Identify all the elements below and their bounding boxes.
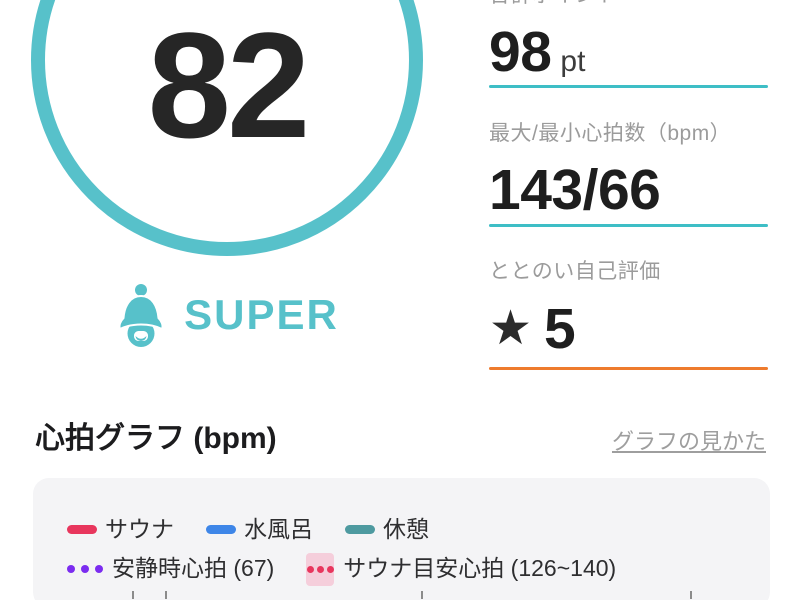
points-number: 98 [489, 20, 552, 84]
chart-tick [421, 591, 423, 599]
self-rating-number: 5 [544, 297, 576, 361]
minmax-heart-rate-label: 最大/最小心拍数（bpm） [489, 122, 732, 145]
legend-row-phases: サウナ 水風呂 休憩 [67, 478, 770, 544]
self-rating-value-row: ★ 5 [489, 297, 576, 361]
divider-teal-points [489, 85, 768, 88]
legend-item-target-hr: サウナ目安心拍 (126~140) [306, 552, 617, 586]
heart-rate-graph-panel: サウナ 水風呂 休憩 安静時心拍 (67) サウナ目安心拍 (126~140) [33, 478, 770, 600]
legend-label-rest: 休憩 [383, 516, 429, 542]
minmax-heart-rate-value: 143/66 [489, 158, 661, 222]
sauna-line-swatch [67, 525, 97, 535]
score-value: 82 [147, 1, 311, 169]
points-value-row: 98 pt [489, 21, 585, 84]
chart-tick [165, 591, 167, 599]
resting-hr-dots-icon [67, 565, 103, 574]
star-icon: ★ [489, 302, 533, 356]
legend-item-resting-hr: 安静時心拍 (67) [67, 555, 274, 583]
heart-rate-graph-title: 心拍グラフ (bpm) [35, 422, 277, 455]
legend-label-resting-hr: 安静時心拍 (67) [112, 555, 275, 582]
target-hr-dots-icon [306, 565, 334, 573]
divider-orange-rating [489, 367, 768, 370]
rank-row: SUPER [31, 282, 423, 348]
points-label: 合計ポイント [489, 0, 618, 8]
legend-label-sauna: サウナ [105, 516, 174, 542]
rank-label: SUPER [184, 291, 339, 338]
sauna-hat-icon [115, 283, 167, 347]
chart-tick [690, 591, 692, 599]
graph-help-link[interactable]: グラフの見かた [611, 429, 766, 454]
target-hr-band-icon [306, 552, 335, 586]
points-unit: pt [560, 45, 586, 78]
legend-row-references: 安静時心拍 (67) サウナ目安心拍 (126~140) [67, 552, 770, 586]
coldbath-line-swatch [206, 525, 236, 535]
self-rating-label: ととのい自己評価 [489, 260, 661, 283]
legend-label-coldbath: 水風呂 [244, 516, 313, 542]
divider-teal-heart-rate [489, 224, 768, 227]
rest-line-swatch [345, 525, 375, 535]
legend-item-coldbath: 水風呂 [206, 516, 313, 544]
chart-tick [132, 591, 134, 599]
legend-item-rest: 休憩 [345, 516, 429, 544]
legend-item-sauna: サウナ [67, 516, 174, 544]
legend-label-target-hr: サウナ目安心拍 (126~140) [343, 555, 617, 582]
